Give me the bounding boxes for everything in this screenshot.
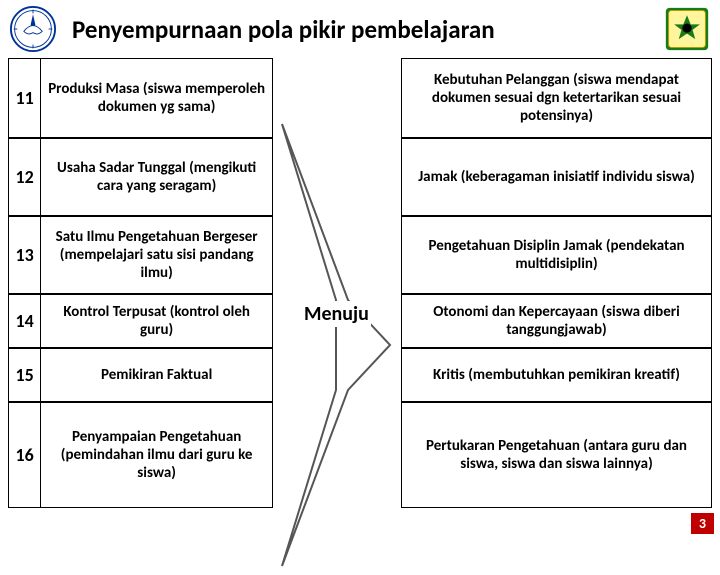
- arrow-gap: [273, 402, 401, 508]
- new-paradigm-cell: Otonomi dan Kepercayaan (siswa diberi ta…: [401, 294, 712, 348]
- content-area: Menuju 11Produksi Masa (siswa memperoleh…: [0, 56, 720, 508]
- old-paradigm-cell: Satu Ilmu Pengetahuan Bergeser (mempelaj…: [41, 216, 273, 294]
- row-number: 14: [8, 294, 41, 348]
- table-row: 16Penyampaian Pengetahuan (pemindahan il…: [8, 402, 712, 508]
- arrow-gap: [273, 348, 401, 402]
- arrow-gap: [273, 58, 401, 138]
- row-number: 16: [8, 402, 41, 508]
- new-paradigm-cell: Pertukaran Pengetahuan (antara guru dan …: [401, 402, 712, 508]
- old-paradigm-cell: Pemikiran Faktual: [41, 348, 273, 402]
- table-row: 11Produksi Masa (siswa memperoleh dokume…: [8, 58, 712, 138]
- header: Penyempurnaan pola pikir pembelajaran: [0, 0, 720, 56]
- new-paradigm-cell: Kebutuhan Pelanggan (siswa mendapat doku…: [401, 58, 712, 138]
- old-paradigm-cell: Usaha Sadar Tunggal (mengikuti cara yang…: [41, 138, 273, 216]
- comparison-table: 11Produksi Masa (siswa memperoleh dokume…: [8, 58, 712, 508]
- row-number: 13: [8, 216, 41, 294]
- row-number: 15: [8, 348, 41, 402]
- old-paradigm-cell: Kontrol Terpusat (kontrol oleh guru): [41, 294, 273, 348]
- arrow-gap: [273, 138, 401, 216]
- new-paradigm-cell: Kritis (membutuhkan pemikiran kreatif): [401, 348, 712, 402]
- arrow-gap: [273, 216, 401, 294]
- page-title: Penyempurnaan pola pikir pembelajaran: [66, 14, 654, 45]
- table-row: 15Pemikiran Faktual Kritis (membutuhkan p…: [8, 348, 712, 402]
- logo-left-icon: [10, 6, 56, 52]
- old-paradigm-cell: Produksi Masa (siswa memperoleh dokumen …: [41, 58, 273, 138]
- logo-right-icon: [664, 6, 710, 52]
- row-number: 11: [8, 58, 41, 138]
- row-number: 12: [8, 138, 41, 216]
- page-number-badge: 3: [691, 513, 714, 534]
- new-paradigm-cell: Jamak (keberagaman inisiatif individu si…: [401, 138, 712, 216]
- new-paradigm-cell: Pengetahuan Disiplin Jamak (pendekatan m…: [401, 216, 712, 294]
- arrow-label: Menuju: [302, 301, 371, 327]
- table-row: 12Usaha Sadar Tunggal (mengikuti cara ya…: [8, 138, 712, 216]
- old-paradigm-cell: Penyampaian Pengetahuan (pemindahan ilmu…: [41, 402, 273, 508]
- table-row: 13Satu Ilmu Pengetahuan Bergeser (mempel…: [8, 216, 712, 294]
